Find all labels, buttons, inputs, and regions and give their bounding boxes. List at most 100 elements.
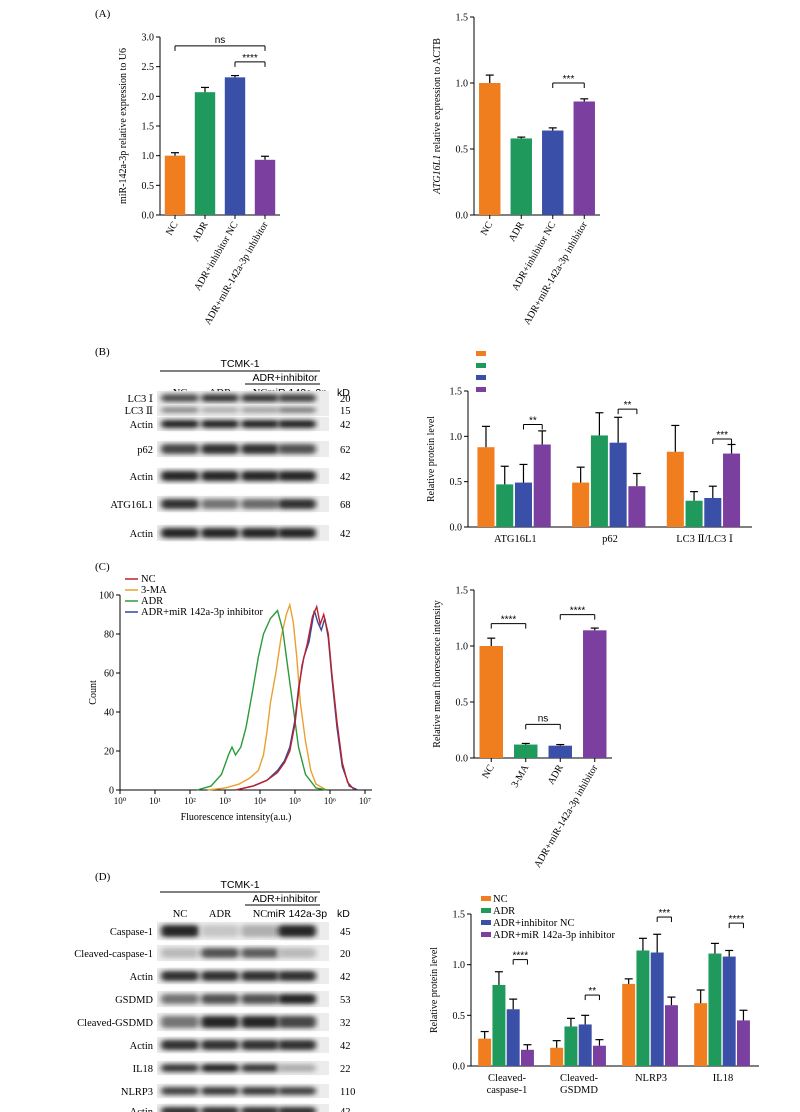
- x-tick-label: ADR: [546, 763, 566, 787]
- legend-swatch-1: [476, 351, 486, 356]
- y-tick-label: 1.0: [142, 151, 155, 162]
- bar-g2-s4: [592, 1045, 606, 1066]
- y-tick-label: 1.5: [453, 910, 466, 921]
- y-tick-label: 1.5: [456, 586, 469, 597]
- bar-g1-s3: [514, 482, 532, 527]
- x-tick-label: NC: [164, 220, 181, 238]
- blot-kd-value: 42: [340, 420, 351, 431]
- bar-1: [164, 155, 186, 215]
- bar-2: [510, 138, 532, 215]
- bar-g1-s4: [533, 444, 551, 527]
- legend-label: NC: [141, 574, 156, 585]
- blot-band-lane-2: [201, 1087, 239, 1095]
- blot-row-label: NLRP3: [121, 1087, 153, 1098]
- bar-g1-s1: [477, 447, 495, 527]
- blot-kd-value: 42: [340, 1041, 351, 1052]
- blot-band-lane-3: [241, 394, 279, 402]
- series-nc-line: [235, 604, 356, 791]
- blot-band-lane-4: [278, 1087, 316, 1095]
- blot-band-lane-1: [161, 1107, 199, 1112]
- blot-kd-value: 22: [340, 1064, 351, 1075]
- x-tick-label: 10²: [184, 796, 196, 806]
- blot-band-lane-1: [161, 1064, 199, 1072]
- sig-label: ****: [729, 914, 745, 925]
- y-tick-label: 1.5: [142, 122, 155, 133]
- chart-a2-atg16l1-expression: 0.0 0.5 1.0 1.5 ATG16L1 relative expression …: [432, 13, 600, 327]
- y-tick-label: 1.0: [450, 432, 463, 443]
- y-tick-label: 80: [104, 630, 114, 641]
- x-axis-label: Fluorescence intensity(a.u.): [181, 812, 292, 823]
- series-3ma-line: [207, 602, 327, 791]
- blot-band-lane-1: [161, 420, 199, 428]
- legend-label: 3-MA: [141, 585, 167, 596]
- bar-g1-s4: [520, 1049, 534, 1066]
- blot-row-label: GSDMD: [115, 995, 153, 1006]
- sig-label: ****: [242, 53, 258, 64]
- panel-label-c: (C): [95, 561, 110, 573]
- blot-kd-value: 62: [340, 445, 351, 456]
- blot-band-lane-3: [241, 925, 279, 937]
- legend-swatch-3: [476, 375, 486, 380]
- blot-kd-value: 42: [340, 972, 351, 983]
- y-tick-label: 0.0: [142, 211, 155, 222]
- blot-band-lane-3: [241, 499, 279, 509]
- sig-label: ***: [563, 74, 575, 85]
- bar-2: [194, 92, 216, 215]
- bar-4: [573, 101, 595, 215]
- y-tick-label: 1.5: [450, 387, 463, 398]
- blot-subheader: ADR+inhibitor: [252, 372, 318, 384]
- x-group-label: IL18: [713, 1073, 733, 1084]
- blot-row-label: Actin: [130, 529, 154, 540]
- x-group-label: Cleaved-: [560, 1073, 598, 1084]
- x-tick-label: 10⁵: [289, 796, 301, 806]
- blot-band-lane-1: [161, 1087, 199, 1095]
- legend-swatch-2: [476, 363, 486, 368]
- bar-3: [542, 130, 564, 215]
- legend-label: ADR+inhibitor NC: [493, 918, 574, 929]
- bar-2: [514, 744, 538, 758]
- blot-band-lane-4: [278, 948, 316, 958]
- blot-band-lane-2: [201, 1040, 239, 1050]
- y-tick-label: 40: [104, 708, 114, 719]
- blot-band-lane-1: [161, 948, 199, 958]
- blot-kd-value: 42: [340, 529, 351, 540]
- sig-label: ****: [513, 951, 529, 962]
- blot-band-lane-4: [278, 444, 316, 454]
- x-group-label: GSDMD: [560, 1085, 598, 1096]
- chart-c2-mean-fluorescence: 0.0 0.5 1.0 1.5 Relative mean fluorescence i…: [432, 586, 612, 870]
- blot-band-lane-4: [278, 1107, 316, 1112]
- blot-row-label: IL18: [133, 1064, 153, 1075]
- legend-label: ADR: [141, 596, 163, 607]
- blot-kd-value: 42: [340, 1107, 351, 1112]
- blot-row-label: Actin: [130, 1107, 154, 1112]
- x-tick-label: ADR: [191, 220, 211, 244]
- y-tick-label: 0.5: [142, 181, 155, 192]
- chart-b2-protein-level: 0.0 0.5 1.0 1.5 Relative protein level ATG16L…: [426, 351, 752, 545]
- bar-g1-s3: [506, 1009, 520, 1066]
- y-tick-label: 1.0: [456, 642, 469, 653]
- blot-row-label: Actin: [130, 472, 154, 483]
- bar-g3-s4: [664, 1005, 678, 1066]
- x-group-label: caspase-1: [487, 1085, 528, 1096]
- blot-band-lane-3: [241, 994, 279, 1004]
- bar-g2-s2: [564, 1026, 578, 1066]
- blot-band-lane-2: [201, 407, 239, 413]
- bar-g2-s1: [572, 482, 590, 527]
- legend-swatch-4: [481, 932, 491, 937]
- sig-label: **: [588, 986, 596, 997]
- x-tick-label: NC: [480, 763, 497, 781]
- x-tick-label: 10⁴: [254, 796, 266, 806]
- bar-g2-s4: [628, 486, 646, 527]
- y-tick-label: 3.0: [142, 33, 155, 44]
- blot-band-lane-2: [201, 420, 239, 428]
- blot-header: TCMK-1: [220, 358, 259, 370]
- chart-a1-mir142-expression: 0.0 0.5 1.0 1.5 2.0 2.5 3.0 miR-142a-3p relativ…: [118, 33, 280, 327]
- blot-band-lane-2: [201, 471, 239, 481]
- y-tick-label: 0.5: [450, 477, 463, 488]
- legend-swatch-3: [481, 920, 491, 925]
- y-axis-label: Count: [88, 680, 99, 705]
- x-tick-label: ADR: [507, 220, 527, 244]
- blot-band-lane-2: [201, 925, 239, 937]
